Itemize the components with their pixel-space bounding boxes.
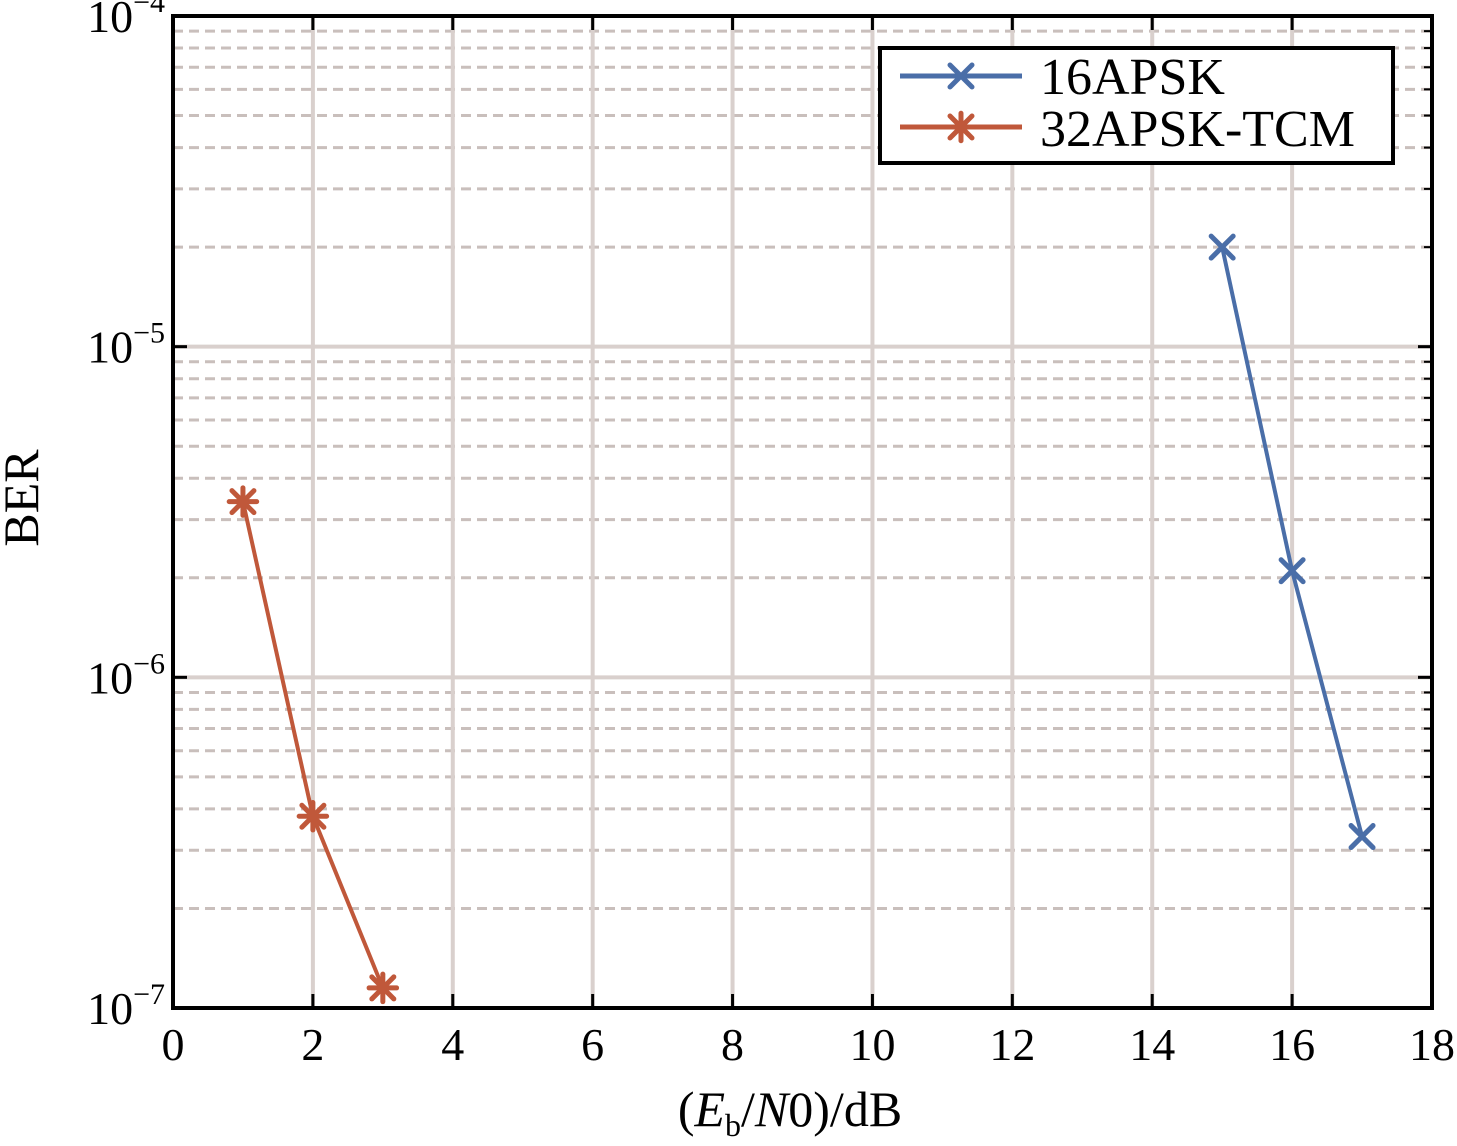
legend-entry-32apsk-tcm: 32APSK-TCM [900,101,1355,158]
y-tick-exponent: −4 [133,0,165,19]
legend-marker-symbol-32apsk-tcm [944,110,978,144]
y-tick-labels: 10−410−510−610−7 [87,0,165,1034]
y-tick-exponent: −6 [133,647,165,680]
legend-marker-symbol-16apsk-stroke [947,62,975,90]
x-tick-label: 14 [1129,1019,1175,1070]
data-point-16apsk-stroke [1348,823,1376,851]
data-point-32apsk-tcm [296,800,330,833]
x-tick-label: 6 [581,1019,604,1070]
major-grid [173,16,1432,1008]
legend-box [878,46,1395,165]
y-tick-label: 10−6 [87,647,165,703]
legend-label-16apsk: 16APSK [1040,49,1225,106]
y-tick-label: 10−7 [87,978,165,1034]
x-tick-label: 8 [721,1019,744,1070]
x-tick-label: 4 [441,1019,464,1070]
legend-entry-16apsk: 16APSK [900,49,1225,106]
legend-marker-symbol-16apsk [947,62,975,90]
legend-marker-32apsk-tcm [944,110,978,144]
data-point-32apsk-tcm [226,485,260,518]
y-tick-exponent: −5 [133,317,165,350]
y-tick-base: 10 [87,983,133,1034]
data-point-16apsk [1208,233,1236,261]
y-tick-label: 10−4 [87,0,165,42]
data-point-32apsk-tcm [366,971,400,1005]
x-tick-label: 16 [1269,1019,1315,1070]
x-tick-label: 0 [162,1019,185,1070]
data-point-16apsk-stroke [1208,233,1236,261]
y-axis-label: BER [0,449,49,547]
data-point-16apsk-stroke [1278,557,1306,585]
x-tick-labels: 0 2 4 6 8 10 12 14 16 18 [162,1019,1456,1070]
legend: 16APSK 32APSK-TCM [878,46,1395,165]
series-16apsk [1208,233,1376,851]
x-tick-label: 10 [849,1019,895,1070]
x-axis-label: (Eb/N0)/dB [678,1081,902,1143]
x-tick-label: 2 [301,1019,324,1070]
x-axis-label-sub: b [725,1107,741,1143]
legend-marker-16apsk [947,62,975,90]
x-axis-label-open: ( [678,1081,695,1137]
x-axis-label-e: E [693,1081,725,1137]
x-axis-label-n: N [754,1081,791,1137]
x-axis-label-rest: 0)/dB [788,1081,902,1137]
x-axis-label-slash: / [741,1081,755,1137]
x-tick-label: 12 [989,1019,1035,1070]
y-tick-base: 10 [87,322,133,373]
plot-frame [171,14,1434,1010]
y-tick-base: 10 [87,652,133,703]
data-point-16apsk [1278,557,1306,585]
series-32apsk-tcm [226,485,400,1005]
data-point-16apsk [1348,823,1376,851]
legend-label-32apsk-tcm: 32APSK-TCM [1040,101,1355,158]
y-tick-label: 10−5 [87,317,165,373]
series-layer [226,233,1376,1005]
y-tick-base: 10 [87,0,133,42]
y-tick-exponent: −7 [133,978,165,1011]
axis-ticks [171,14,1434,1010]
x-tick-label: 18 [1409,1019,1455,1070]
